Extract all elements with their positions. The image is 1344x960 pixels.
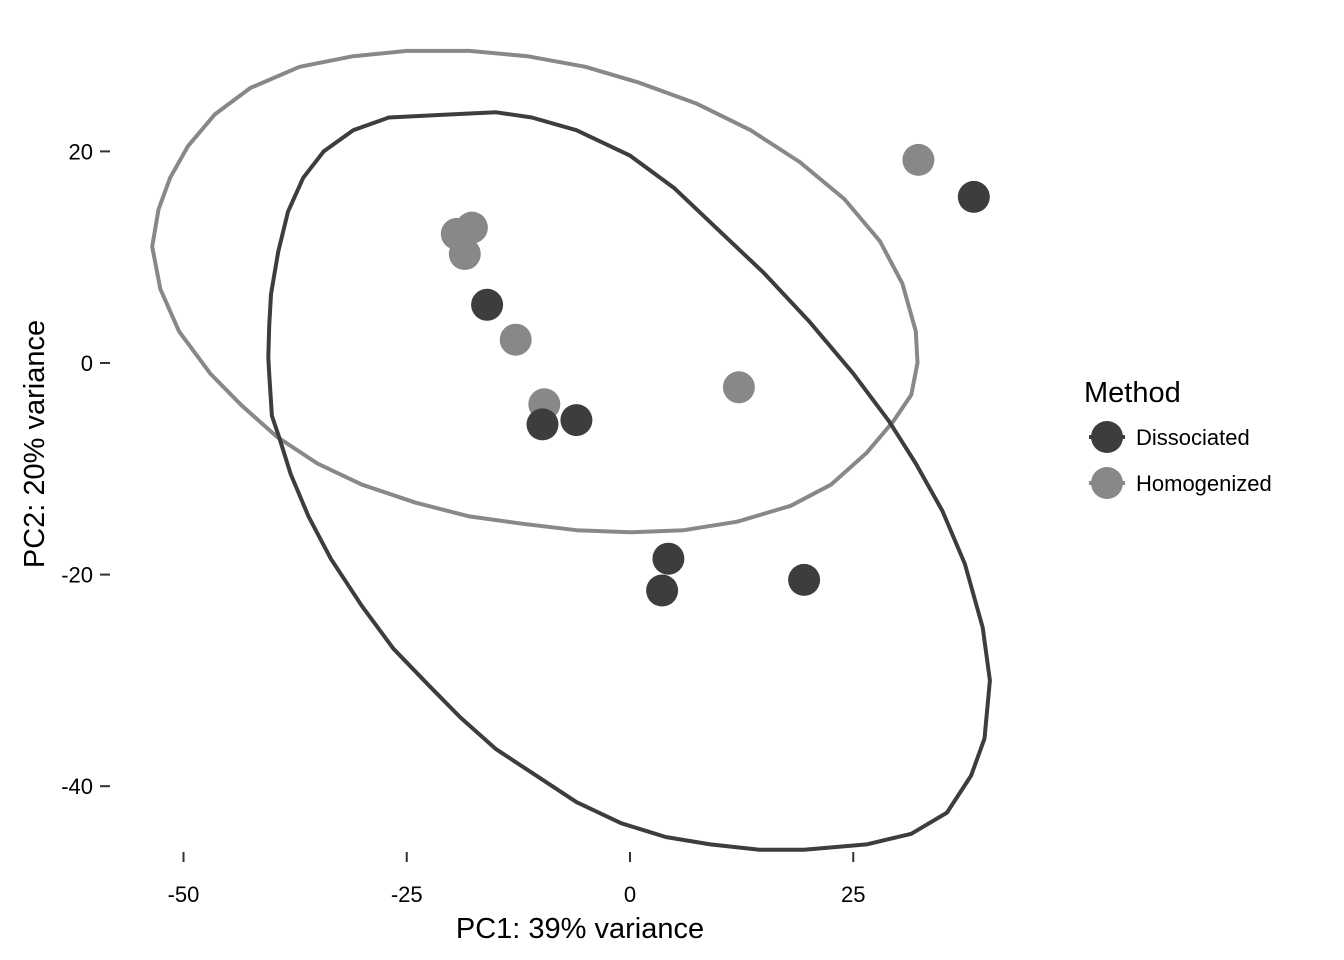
legend: Method Dissociated Homogenized: [1084, 377, 1272, 499]
point-dissociated-1: [957, 180, 990, 213]
legend-item-dissociated: Dissociated: [1089, 421, 1250, 453]
x-tick-label: 0: [624, 882, 636, 907]
point-homogenized-4: [448, 238, 481, 270]
axes: -50 -25 0 25 -40 -20 0 20: [61, 139, 865, 907]
legend-label: Dissociated: [1136, 425, 1250, 450]
y-tick-label: -20: [61, 563, 93, 588]
x-axis-title: PC1: 39% variance: [456, 913, 704, 945]
legend-key-dot: [1091, 421, 1123, 453]
ellipse-homogenized: [150, 48, 920, 535]
point-dissociated-7: [788, 563, 821, 596]
x-tick-label: 25: [841, 882, 865, 907]
legend-item-homogenized: Homogenized: [1089, 467, 1272, 499]
x-tick-label: -50: [168, 882, 200, 907]
legend-key-dot: [1091, 467, 1123, 499]
point-homogenized-1: [902, 143, 935, 176]
legend-label: Homogenized: [1136, 471, 1272, 496]
y-axis-title: PC2: 20% variance: [19, 320, 51, 568]
point-homogenized-5: [499, 323, 532, 356]
point-dissociated-6: [646, 574, 679, 607]
x-tick-label: -25: [391, 882, 423, 907]
y-tick-label: -40: [61, 774, 93, 799]
legend-title: Method: [1084, 377, 1181, 409]
point-dissociated-2: [471, 288, 504, 321]
ellipse-dissociated: [266, 110, 992, 852]
point-dissociated-4: [560, 404, 593, 437]
point-dissociated-3: [526, 408, 559, 441]
point-dissociated-5: [652, 542, 685, 575]
y-tick-label: 20: [69, 139, 93, 164]
y-tick-label: 0: [81, 351, 93, 376]
plot-area: [150, 48, 992, 852]
point-homogenized-7: [722, 371, 755, 404]
